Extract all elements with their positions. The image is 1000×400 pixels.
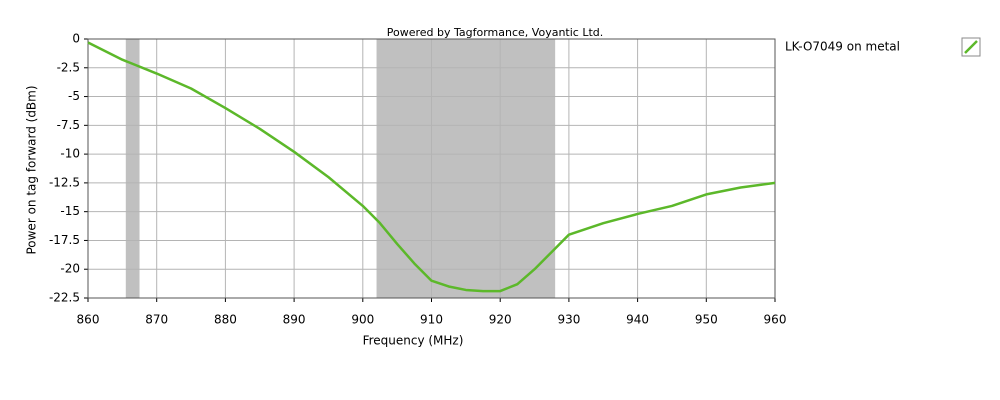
x-tick-label: 870: [145, 313, 168, 327]
y-tick-label: -20: [60, 262, 80, 276]
shaded-band: [125, 39, 140, 298]
y-tick-label: 0: [72, 32, 80, 46]
x-tick-label: 920: [489, 313, 512, 327]
y-tick-label: -5: [68, 89, 80, 103]
y-tick-label: -17.5: [49, 233, 80, 247]
x-tick-label: 900: [351, 313, 374, 327]
x-tick-label: 960: [764, 313, 787, 327]
x-tick-label: 950: [695, 313, 718, 327]
x-axis-label: Frequency (MHz): [363, 334, 464, 348]
y-tick-label: -10: [60, 147, 80, 161]
shaded-band: [376, 39, 556, 298]
y-tick-label: -15: [60, 204, 80, 218]
y-tick-label: -12.5: [49, 175, 80, 189]
y-axis-label: Power on tag forward (dBm): [25, 85, 39, 254]
x-tick-label: 860: [77, 313, 100, 327]
y-tick-label: -22.5: [49, 291, 80, 305]
y-tick-label: -7.5: [57, 118, 80, 132]
plot-border: [87, 38, 776, 299]
x-tick-label: 890: [283, 313, 306, 327]
x-tick-label: 880: [214, 313, 237, 327]
legend-swatch: [964, 40, 978, 54]
legend-label: LK-O7049 on metal: [785, 40, 900, 54]
x-tick-label: 910: [420, 313, 443, 327]
x-tick-label: 940: [626, 313, 649, 327]
chart-title: Powered by Tagformance, Voyantic Ltd.: [387, 26, 604, 39]
y-tick-label: -2.5: [57, 60, 80, 74]
data-line: [87, 41, 776, 293]
x-tick-label: 930: [557, 313, 580, 327]
